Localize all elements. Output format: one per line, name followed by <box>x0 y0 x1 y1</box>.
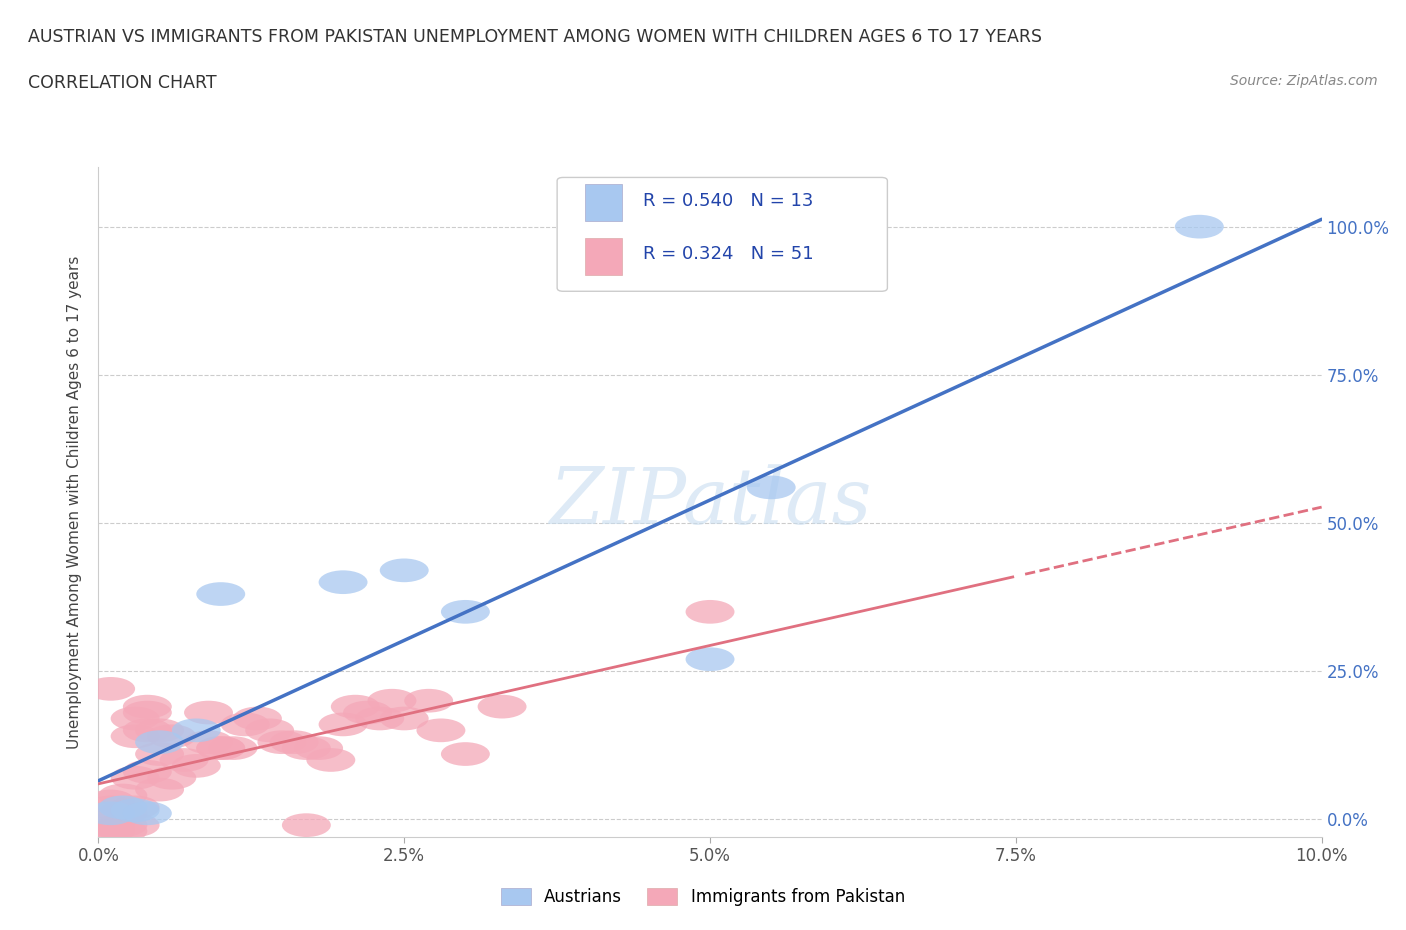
Ellipse shape <box>122 802 172 825</box>
Ellipse shape <box>135 730 184 754</box>
Ellipse shape <box>160 748 208 772</box>
Ellipse shape <box>98 819 148 843</box>
Ellipse shape <box>86 677 135 700</box>
Ellipse shape <box>478 695 526 719</box>
Ellipse shape <box>441 742 489 766</box>
Ellipse shape <box>86 817 135 840</box>
Ellipse shape <box>135 719 184 742</box>
FancyBboxPatch shape <box>585 184 621 221</box>
Text: R = 0.540   N = 13: R = 0.540 N = 13 <box>643 192 813 210</box>
Y-axis label: Unemployment Among Women with Children Ages 6 to 17 years: Unemployment Among Women with Children A… <box>67 256 83 749</box>
Ellipse shape <box>86 795 135 819</box>
Ellipse shape <box>319 712 367 737</box>
Ellipse shape <box>404 689 453 712</box>
Ellipse shape <box>319 570 367 594</box>
Ellipse shape <box>307 748 356 772</box>
Ellipse shape <box>111 795 160 819</box>
Text: ZIPatlas: ZIPatlas <box>548 464 872 540</box>
Ellipse shape <box>197 737 245 760</box>
Ellipse shape <box>86 819 135 843</box>
Ellipse shape <box>197 737 245 760</box>
Ellipse shape <box>98 802 148 825</box>
FancyBboxPatch shape <box>557 178 887 291</box>
Ellipse shape <box>148 724 197 748</box>
Ellipse shape <box>111 766 160 790</box>
Ellipse shape <box>294 737 343 760</box>
Legend: Austrians, Immigrants from Pakistan: Austrians, Immigrants from Pakistan <box>495 881 911 912</box>
Ellipse shape <box>98 795 148 819</box>
Text: R = 0.324   N = 51: R = 0.324 N = 51 <box>643 246 814 263</box>
Ellipse shape <box>98 814 148 837</box>
Text: Source: ZipAtlas.com: Source: ZipAtlas.com <box>1230 74 1378 88</box>
Ellipse shape <box>86 802 135 825</box>
Ellipse shape <box>686 647 734 671</box>
Ellipse shape <box>135 742 184 766</box>
Ellipse shape <box>111 799 160 822</box>
Ellipse shape <box>330 695 380 719</box>
Text: CORRELATION CHART: CORRELATION CHART <box>28 74 217 92</box>
Ellipse shape <box>111 814 160 837</box>
Ellipse shape <box>172 754 221 777</box>
Ellipse shape <box>86 814 135 837</box>
FancyBboxPatch shape <box>585 238 621 274</box>
Ellipse shape <box>122 700 172 724</box>
Ellipse shape <box>86 790 135 814</box>
Ellipse shape <box>184 700 233 724</box>
Ellipse shape <box>257 730 307 754</box>
Ellipse shape <box>111 724 160 748</box>
Ellipse shape <box>270 730 319 754</box>
Ellipse shape <box>208 737 257 760</box>
Ellipse shape <box>172 719 221 742</box>
Ellipse shape <box>380 707 429 730</box>
Ellipse shape <box>281 814 330 837</box>
Ellipse shape <box>197 582 245 606</box>
Ellipse shape <box>343 700 392 724</box>
Ellipse shape <box>1175 215 1223 238</box>
Ellipse shape <box>122 760 172 784</box>
Ellipse shape <box>686 600 734 624</box>
Ellipse shape <box>135 777 184 802</box>
Ellipse shape <box>184 730 233 754</box>
Ellipse shape <box>367 689 416 712</box>
Ellipse shape <box>122 695 172 719</box>
Ellipse shape <box>245 719 294 742</box>
Text: AUSTRIAN VS IMMIGRANTS FROM PAKISTAN UNEMPLOYMENT AMONG WOMEN WITH CHILDREN AGES: AUSTRIAN VS IMMIGRANTS FROM PAKISTAN UNE… <box>28 28 1042 46</box>
Ellipse shape <box>747 475 796 499</box>
Ellipse shape <box>441 600 489 624</box>
Ellipse shape <box>356 707 405 730</box>
Ellipse shape <box>148 766 197 790</box>
Ellipse shape <box>233 707 281 730</box>
Ellipse shape <box>98 784 148 807</box>
Ellipse shape <box>380 559 429 582</box>
Ellipse shape <box>281 737 330 760</box>
Ellipse shape <box>111 707 160 730</box>
Ellipse shape <box>221 712 270 737</box>
Ellipse shape <box>122 719 172 742</box>
Ellipse shape <box>416 719 465 742</box>
